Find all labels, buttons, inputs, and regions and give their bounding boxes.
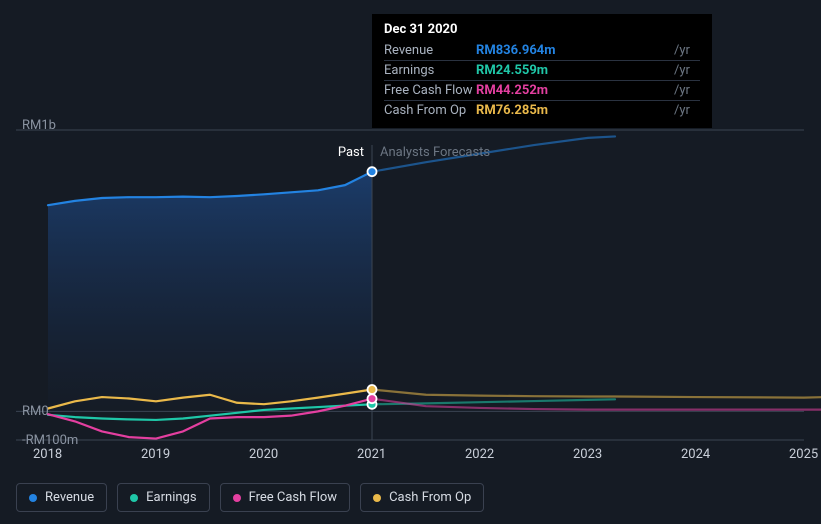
x-axis-label: 2024 <box>681 447 710 462</box>
legend-label: Free Cash Flow <box>249 490 337 505</box>
tooltip-row: Cash From OpRM76.285m/yr <box>384 101 700 121</box>
tooltip-date: Dec 31 2020 <box>384 22 700 37</box>
x-axis-label: 2023 <box>573 447 602 462</box>
legend-dot-icon <box>373 494 381 502</box>
legend-item-free-cash-flow[interactable]: Free Cash Flow <box>220 483 350 512</box>
tooltip-row-value: RM76.285m <box>476 101 670 121</box>
tooltip-row-label: Earnings <box>384 61 476 81</box>
x-axis-label: 2019 <box>141 447 170 462</box>
legend-label: Revenue <box>45 490 94 505</box>
past-label: Past <box>338 145 364 160</box>
tooltip-row-unit: /yr <box>670 41 700 61</box>
tooltip-row-value: RM44.252m <box>476 81 670 101</box>
chart-legend: Revenue Earnings Free Cash Flow Cash From O… <box>16 483 484 512</box>
legend-item-revenue[interactable]: Revenue <box>16 483 107 512</box>
legend-dot-icon <box>29 494 37 502</box>
tooltip-row-label: Free Cash Flow <box>384 81 476 101</box>
y-axis-label: -RM100m <box>22 433 78 448</box>
x-axis-label: 2021 <box>357 447 386 462</box>
tooltip-row-label: Revenue <box>384 41 476 61</box>
x-axis-label: 2018 <box>33 447 62 462</box>
tooltip-row-unit: /yr <box>670 61 700 81</box>
legend-dot-icon <box>130 494 138 502</box>
x-axis-label: 2025 <box>789 447 818 462</box>
tooltip-row-unit: /yr <box>670 81 700 101</box>
tooltip-table: RevenueRM836.964m/yrEarningsRM24.559m/yr… <box>384 41 700 120</box>
legend-item-earnings[interactable]: Earnings <box>117 483 209 512</box>
chart-tooltip: Dec 31 2020 RevenueRM836.964m/yrEarnings… <box>372 14 712 128</box>
forecast-label: Analysts Forecasts <box>380 145 490 160</box>
y-axis-label: RM0 <box>22 404 49 419</box>
tooltip-row-value: RM836.964m <box>476 41 670 61</box>
tooltip-row: EarningsRM24.559m/yr <box>384 61 700 81</box>
y-axis-label: RM1b <box>22 118 56 133</box>
legend-label: Earnings <box>146 490 196 505</box>
tooltip-row-value: RM24.559m <box>476 61 670 81</box>
tooltip-row: Free Cash FlowRM44.252m/yr <box>384 81 700 101</box>
tooltip-row-label: Cash From Op <box>384 101 476 121</box>
financial-chart: RM1b RM0 -RM100m 2018 2019 2020 2021 2022 2023 2… <box>0 0 821 524</box>
x-axis-label: 2020 <box>249 447 278 462</box>
legend-label: Cash From Op <box>389 490 471 505</box>
legend-dot-icon <box>233 494 241 502</box>
x-axis-label: 2022 <box>465 447 494 462</box>
legend-item-cash-from-op[interactable]: Cash From Op <box>360 483 484 512</box>
tooltip-row: RevenueRM836.964m/yr <box>384 41 700 61</box>
tooltip-row-unit: /yr <box>670 101 700 121</box>
